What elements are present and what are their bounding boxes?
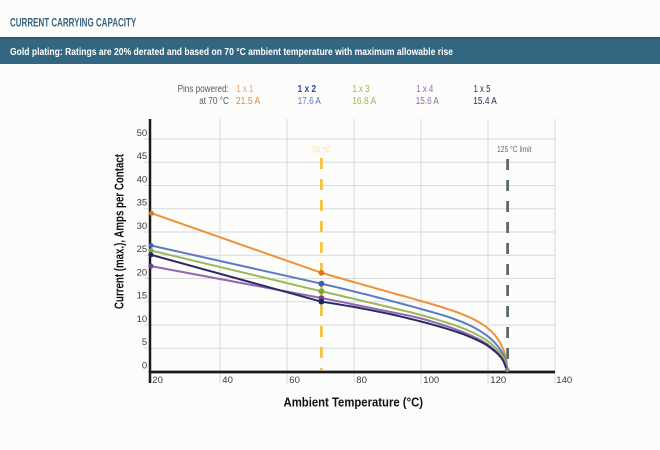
- svg-text:120: 120: [490, 375, 506, 386]
- svg-text:1 x 2: 1 x 2: [298, 84, 317, 95]
- svg-text:15: 15: [137, 291, 148, 302]
- svg-text:70 °C: 70 °C: [311, 146, 331, 155]
- svg-text:20: 20: [137, 268, 148, 279]
- svg-text:at 70 °C: at 70 °C: [199, 96, 229, 107]
- svg-text:40: 40: [222, 375, 233, 386]
- svg-text:Pins powered:: Pins powered:: [178, 84, 229, 95]
- svg-text:35: 35: [137, 198, 148, 209]
- svg-text:1 x 1: 1 x 1: [236, 84, 253, 95]
- svg-text:1 x 5: 1 x 5: [474, 84, 491, 95]
- svg-text:30: 30: [137, 221, 148, 232]
- svg-text:15.6 A: 15.6 A: [416, 96, 439, 107]
- svg-text:17.6 A: 17.6 A: [298, 96, 321, 107]
- svg-text:0: 0: [142, 361, 147, 372]
- svg-text:Gold plating: Ratings are 20%: Gold plating: Ratings are 20% derated an…: [10, 46, 453, 58]
- svg-text:15.4 A: 15.4 A: [473, 96, 497, 107]
- svg-text:16.8 A: 16.8 A: [352, 96, 376, 107]
- svg-text:Current (max.), Amps per Conta: Current (max.), Amps per Contact: [113, 153, 127, 309]
- svg-text:CURRENT CARRYING CAPACITY: CURRENT CARRYING CAPACITY: [10, 18, 136, 30]
- svg-text:125 °C limit: 125 °C limit: [497, 145, 532, 154]
- svg-text:10: 10: [137, 314, 148, 325]
- svg-text:20: 20: [152, 375, 163, 386]
- svg-text:1 x 3: 1 x 3: [353, 84, 370, 95]
- svg-text:50: 50: [137, 128, 148, 139]
- svg-text:60: 60: [289, 375, 300, 386]
- svg-text:21.5 A: 21.5 A: [236, 96, 261, 107]
- svg-text:5: 5: [142, 337, 147, 348]
- svg-text:80: 80: [356, 375, 367, 386]
- svg-text:140: 140: [556, 375, 572, 386]
- svg-text:Ambient Temperature (°C): Ambient Temperature (°C): [284, 394, 424, 409]
- svg-text:40: 40: [137, 175, 148, 186]
- svg-text:45: 45: [137, 151, 148, 162]
- svg-text:100: 100: [423, 375, 439, 386]
- svg-text:25: 25: [137, 244, 148, 255]
- svg-text:1 x 4: 1 x 4: [416, 84, 433, 95]
